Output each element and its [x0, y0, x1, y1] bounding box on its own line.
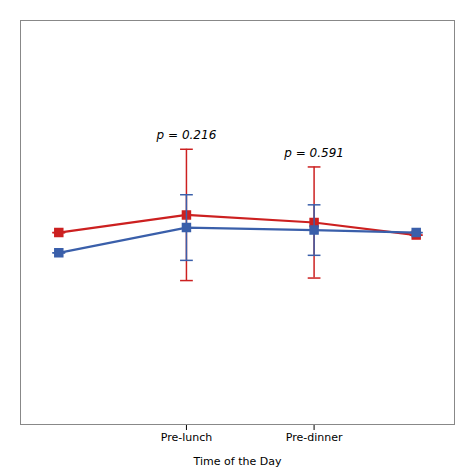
svg-text:Pre-lunch: Pre-lunch — [161, 431, 213, 444]
svg-text:p = 0.216: p = 0.216 — [156, 128, 217, 142]
svg-text:Pre-dinner: Pre-dinner — [286, 431, 343, 444]
svg-text:p = 0.591: p = 0.591 — [283, 146, 344, 160]
svg-text:Time of the Day: Time of the Day — [193, 455, 282, 468]
